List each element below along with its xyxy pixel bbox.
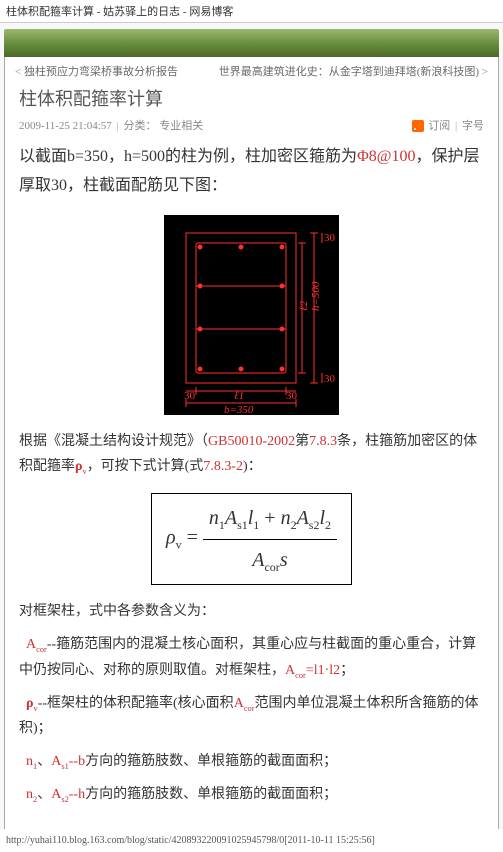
p7-n: n2 [26, 787, 37, 802]
dim-l2: ℓ2 [298, 300, 310, 311]
p6-text: 方向的箍筋肢数、单根箍筋的截面面积； [85, 754, 337, 769]
para-1-lead: 以截面b=350，h=500的柱为例，柱加密区箍筋为 [19, 148, 357, 165]
p2-d: ，可按下式计算(式 [87, 459, 204, 474]
para-2: 根据《混凝土结构设计规范》（GB50010-2002第7.8.3条，柱箍筋加密区… [19, 429, 484, 479]
subscribe-link[interactable]: 订阅 [428, 120, 450, 132]
p4-text: --箍筋范围内的混凝土核心面积，其重心应与柱截面的重心重合，计算中仍按同心、对称… [19, 637, 476, 677]
article-body: 以截面b=350，h=500的柱为例，柱加密区箍筋为Φ8@100，保护层厚取30… [5, 143, 498, 829]
para-3: 对框架柱，式中各参数含义为： [19, 599, 484, 624]
font-size-link[interactable]: 字号 [462, 120, 484, 132]
dim-b: b=350 [224, 404, 254, 415]
p7-a: As2 [51, 787, 69, 802]
cov-r: 30 [286, 390, 298, 402]
cov-t: 30 [324, 232, 336, 244]
p7-dir: --h [69, 787, 85, 802]
p2-e: )： [243, 459, 262, 474]
cat-label: 分类： [123, 120, 156, 132]
p2-b: 第 [295, 434, 309, 449]
p5-sym: ρv [26, 696, 38, 711]
prev-marker: < [15, 66, 21, 78]
p2-eq: 7.8.3-2 [203, 459, 243, 474]
p2-rho: ρv [75, 459, 87, 474]
para-6: n1、As1--b方向的箍筋肢数、单根箍筋的截面面积； [19, 749, 484, 774]
p5-text: --框架柱的体积配箍率(核心面积 [38, 696, 234, 711]
post-meta: 2009-11-25 21:04:57 | 分类： 专业相关 订阅 | 字号 [5, 117, 498, 143]
phi-spec: Φ8@100 [357, 148, 415, 165]
p2-clause: 7.8.3 [309, 434, 337, 449]
post-title: 柱体积配箍率计算 [5, 83, 498, 117]
next-post-link[interactable]: 世界最高建筑进化史：从金字塔到迪拜塔(新浪科技图) [219, 66, 479, 78]
footer-url: http://yuhai110.blog.163.com/blog/static… [0, 829, 503, 852]
top-breadcrumb: 柱体积配箍率计算 - 姑苏驿上的日志 - 网易博客 [0, 0, 503, 23]
next-post: 世界最高建筑进化史：从金字塔到迪拜塔(新浪科技图) > [219, 63, 488, 79]
p6-dir: --b [69, 754, 85, 769]
p6-sep: 、 [37, 754, 51, 769]
column-section-diagram: b=350 h=500 ℓ1 ℓ2 30 30 30 30 [164, 215, 339, 415]
dim-h: h=500 [310, 281, 322, 311]
para-5: ρv--框架柱的体积配箍率(核心面积Acor范围内单位混凝土体积所含箍筋的体积)… [19, 691, 484, 741]
page-outer: < 独柱预应力弯梁桥事故分析报告 世界最高建筑进化史：从金字塔到迪拜塔(新浪科技… [0, 23, 503, 829]
p4-eq: Acor=l1·l2 [285, 663, 340, 678]
rss-icon[interactable] [412, 120, 424, 132]
p2-code: GB50010-2002 [208, 434, 295, 449]
rho-v-formula: ρv = n1As1l1 + n2As2l2 Acors [151, 493, 352, 585]
prev-post: < 独柱预应力弯梁桥事故分析报告 [15, 63, 178, 79]
formula-wrap: ρv = n1As1l1 + n2As2l2 Acors [19, 493, 484, 585]
post-nav: < 独柱预应力弯梁桥事故分析报告 世界最高建筑进化史：从金字塔到迪拜塔(新浪科技… [5, 57, 498, 83]
p5-a: Acor [234, 696, 255, 711]
category-link[interactable]: 专业相关 [159, 120, 203, 132]
p2-a: 根据《混凝土结构设计规范》（ [19, 434, 208, 449]
cov-b: 30 [324, 373, 336, 385]
p6-a: As1 [51, 754, 69, 769]
meta-sep-2: | [455, 120, 457, 132]
prev-post-link[interactable]: 独柱预应力弯梁桥事故分析报告 [24, 66, 178, 78]
p4-tail: ； [340, 663, 354, 678]
meta-right: 订阅 | 字号 [412, 117, 484, 133]
dim-l1: ℓ1 [234, 390, 244, 402]
meta-left: 2009-11-25 21:04:57 | 分类： 专业相关 [19, 117, 203, 133]
post-datetime: 2009-11-25 21:04:57 [19, 120, 112, 132]
next-marker: > [482, 66, 488, 78]
meta-sep: | [117, 120, 119, 132]
para-1: 以截面b=350，h=500的柱为例，柱加密区箍筋为Φ8@100，保护层厚取30… [19, 143, 484, 201]
column-diagram-wrap: b=350 h=500 ℓ1 ℓ2 30 30 30 30 [19, 215, 484, 415]
header-band [4, 29, 499, 57]
content-frame: < 独柱预应力弯梁桥事故分析报告 世界最高建筑进化史：从金字塔到迪拜塔(新浪科技… [4, 57, 499, 829]
para-4: Acor--箍筋范围内的混凝土核心面积，其重心应与柱截面的重心重合，计算中仍按同… [19, 632, 484, 682]
p6-n: n1 [26, 754, 37, 769]
p4-sym: Acor [26, 637, 47, 652]
p7-text: 方向的箍筋肢数、单根箍筋的截面面积； [85, 787, 337, 802]
p7-sep: 、 [37, 787, 51, 802]
para-7: n2、As2--h方向的箍筋肢数、单根箍筋的截面面积； [19, 782, 484, 807]
cov-l: 30 [184, 390, 196, 402]
